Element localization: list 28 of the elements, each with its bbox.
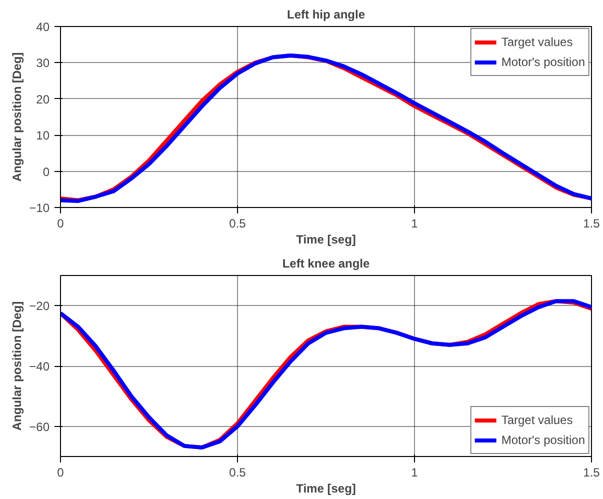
x-tick-label: 0 [57,216,64,230]
x-tick-label: 1.5 [583,466,600,480]
line-series [60,299,592,450]
x-tick-label: 0 [57,466,64,480]
y-tick-label: 10 [36,128,50,143]
x-tick-label: 1.5 [583,216,600,230]
y-tick-label: −60 [29,420,50,434]
legend-label: Motor's position [501,433,585,447]
y-tick-label: 40 [36,20,50,34]
x-axis-title: Time [seg] [296,232,356,246]
x-tick-label: 1 [411,466,418,480]
x-tick-label: 1 [411,216,418,230]
legend-label: Motor's position [501,55,585,69]
chart-title: Left hip angle [287,8,366,22]
y-axis-title: Angular position [Deg] [10,52,24,182]
y-tick-label: 0 [42,164,50,179]
legend-label: Target values [501,35,573,49]
legend-label: Target values [501,413,573,427]
y-axis-title: Angular position [Deg] [10,301,24,431]
y-tick-label: −20 [29,299,50,314]
y-tick-label: −10 [29,201,50,215]
x-axis-title: Time [seg] [296,482,356,496]
y-tick-label: 20 [36,92,50,106]
y-tick-label: −40 [29,360,50,374]
x-tick-label: 0.5 [229,216,246,230]
x-tick-label: 0.5 [229,466,246,480]
y-tick-label: 30 [36,56,50,70]
chart-title: Left knee angle [282,256,370,270]
